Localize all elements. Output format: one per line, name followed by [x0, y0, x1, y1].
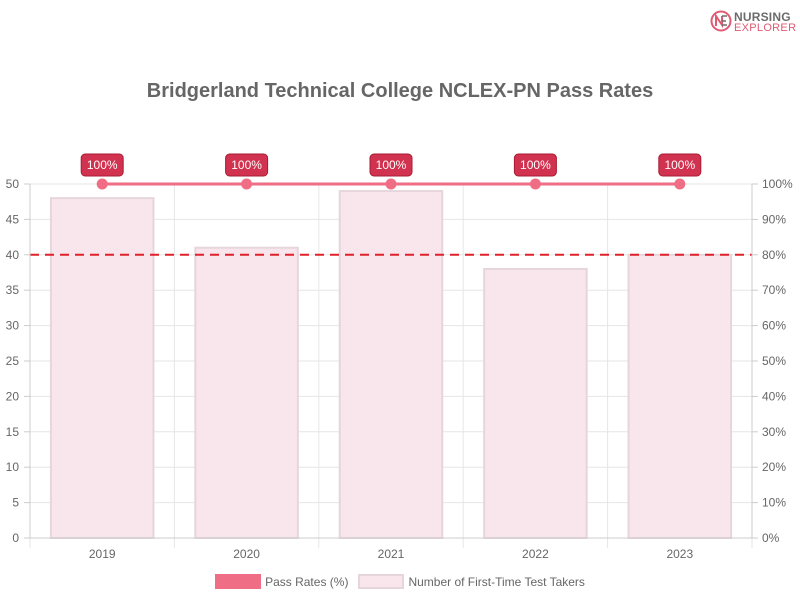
y-right-tick-label: 50% [762, 354, 786, 368]
bar-test-takers [483, 267, 588, 539]
y-right-tick-label: 80% [762, 248, 786, 262]
pass-rate-line-layer [96, 178, 686, 190]
pass-rate-point [529, 178, 541, 190]
data-label-layer: 100% 100% 100% 100% 100% [80, 153, 702, 177]
legend-swatch-test-takers [358, 574, 405, 589]
bar-layer [49, 190, 733, 540]
pass-rate-label: 100% [369, 153, 413, 177]
pass-rate-label-bg [225, 153, 269, 177]
y-right-tick-label: 20% [762, 460, 786, 474]
x-tick-label: 2021 [378, 547, 405, 561]
axis-layer: 0 5 10 15 20 25 30 35 40 45 50 0% 10% 20% 30% 40% 50% 60%… [6, 177, 793, 561]
y-right-tick-label: 0% [762, 531, 780, 545]
y-left-tick-label: 0 [12, 531, 19, 545]
legend: Pass Rates (%) Number of First-Time Test… [0, 574, 800, 589]
pass-rate-label-bg [513, 153, 557, 177]
y-left-tick-label: 5 [12, 496, 19, 510]
x-tick-label: 2019 [89, 547, 116, 561]
x-tick-label: 2023 [666, 547, 693, 561]
legend-item-test-takers[interactable]: Number of First-Time Test Takers [358, 574, 585, 589]
nursing-explorer-logo: NURSING EXPLORER [710, 9, 796, 35]
pass-rate-point [385, 178, 397, 190]
pass-rate-label: 100% [513, 153, 557, 177]
y-right-tick-label: 70% [762, 283, 786, 297]
pass-rate-label-bg [80, 153, 124, 177]
y-left-tick-label: 25 [6, 354, 20, 368]
pass-rate-label-text: 100% [376, 158, 407, 172]
y-left-tick-label: 40 [6, 248, 20, 262]
y-left-tick-label: 15 [6, 425, 20, 439]
logo-text-nursing: NURSING [734, 10, 791, 24]
legend-label-test-takers: Number of First-Time Test Takers [408, 574, 585, 589]
x-tick-label: 2022 [522, 547, 549, 561]
pass-rate-label: 100% [225, 153, 269, 177]
y-right-tick-label: 60% [762, 319, 786, 333]
x-tick-label: 2020 [233, 547, 260, 561]
chart-title: Bridgerland Technical College NCLEX-PN P… [146, 80, 654, 102]
pass-rate-point [674, 178, 686, 190]
y-left-tick-label: 35 [6, 283, 20, 297]
pass-rate-label-text: 100% [664, 158, 695, 172]
y-right-tick-label: 10% [762, 496, 786, 510]
legend-label-pass-rates: Pass Rates (%) [265, 574, 349, 589]
logo-text-explorer: EXPLORER [734, 22, 797, 34]
y-right-tick-label: 100% [762, 177, 793, 191]
pass-rate-label-text: 100% [231, 158, 262, 172]
y-left-tick-label: 50 [6, 177, 20, 191]
y-left-tick-label: 10 [6, 460, 20, 474]
y-right-tick-label: 40% [762, 389, 786, 403]
y-right-tick-label: 30% [762, 425, 786, 439]
pass-rate-label-text: 100% [87, 158, 118, 172]
pass-rate-point [241, 178, 253, 190]
pass-rate-label-bg [369, 153, 413, 177]
bar-test-takers [49, 197, 155, 539]
bar-test-takers [627, 253, 733, 540]
y-left-tick-label: 20 [6, 389, 20, 403]
pass-rate-label-text: 100% [520, 158, 551, 172]
pass-rate-label-bg [658, 153, 702, 177]
y-right-tick-label: 90% [762, 212, 786, 226]
y-left-tick-label: 30 [6, 319, 20, 333]
y-left-tick-label: 45 [6, 212, 20, 226]
pass-rate-point [96, 178, 108, 190]
pass-rate-label: 100% [658, 153, 702, 177]
bar-test-takers [194, 246, 299, 539]
nursing-explorer-badge-icon [710, 10, 732, 32]
legend-item-pass-rates[interactable]: Pass Rates (%) [215, 574, 348, 589]
bar-test-takers [338, 190, 444, 540]
legend-swatch-pass-rates [215, 574, 262, 589]
pass-rate-label: 100% [80, 153, 124, 177]
